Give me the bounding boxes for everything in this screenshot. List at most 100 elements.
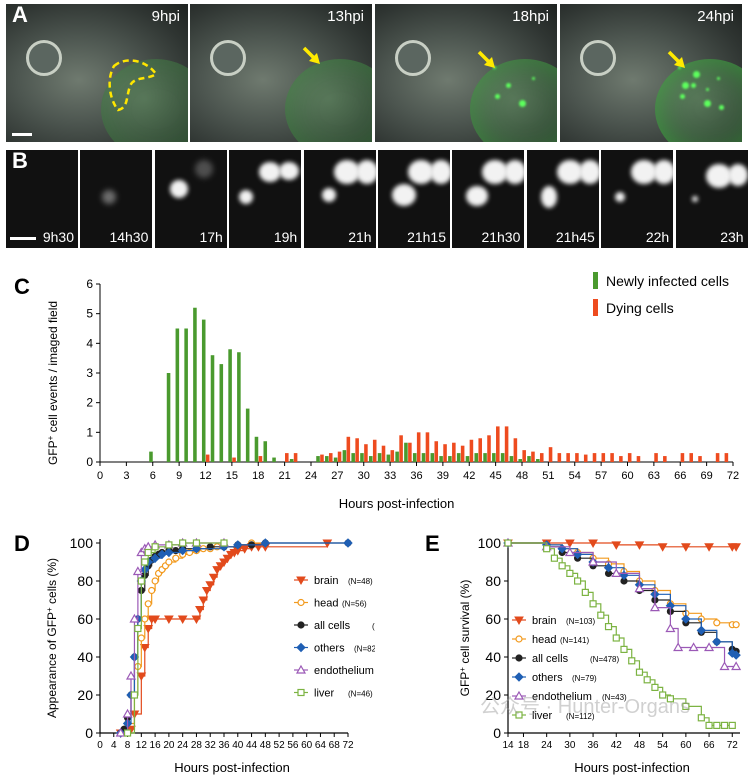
- frame-time-label: 21h45: [555, 229, 595, 245]
- bar-dying: [680, 453, 685, 462]
- watermark: 公众号 · Hunter-Organs: [480, 696, 691, 718]
- bar-dying: [469, 439, 474, 462]
- data-point: [132, 566, 143, 576]
- panel-b-frame: 21h30: [452, 150, 525, 248]
- panel-b-frame: 21h45: [526, 150, 599, 248]
- data-point: [731, 650, 741, 660]
- data-point: [130, 691, 139, 699]
- x-axis-label: Hours post-infection: [574, 760, 690, 775]
- bar-dying: [487, 435, 491, 462]
- data-point: [515, 711, 523, 719]
- data-point: [164, 615, 174, 625]
- data-point: [728, 721, 736, 729]
- data-point: [731, 543, 741, 552]
- bar-dying: [654, 453, 658, 462]
- data-point: [515, 654, 523, 662]
- data-point: [151, 577, 159, 585]
- arrow-icon: [302, 46, 320, 64]
- data-point: [635, 668, 644, 676]
- y-tick-label: 40: [77, 649, 93, 665]
- y-tick-label: 0: [85, 725, 93, 741]
- panel-b-frame: 22h: [601, 150, 674, 248]
- y-tick-label: 100: [478, 535, 502, 551]
- data-point: [634, 583, 645, 593]
- legend-count: (N=46): [348, 690, 373, 699]
- fluorescent-cell: [194, 160, 213, 178]
- fluorescent-cell: [615, 192, 626, 202]
- series-line-brain: [120, 543, 328, 734]
- data-point: [297, 688, 305, 697]
- yolk-outline: [108, 59, 158, 112]
- gfp-spot: [519, 100, 526, 107]
- legend-label: endothelium: [314, 665, 374, 677]
- x-tick-label: 0: [97, 740, 103, 751]
- fluorescent-cell: [259, 162, 282, 182]
- scale-bar: [10, 237, 36, 240]
- data-point: [543, 545, 551, 553]
- frame-time-label: 21h: [348, 229, 372, 245]
- legend-label: brain: [314, 575, 338, 587]
- data-point: [239, 545, 250, 554]
- fluorescent-cell: [578, 160, 599, 184]
- fish-eye-icon: [26, 40, 62, 76]
- data-point: [115, 727, 126, 737]
- data-point: [222, 554, 233, 564]
- y-tick-label: 6: [86, 277, 93, 291]
- bar-newly-infected: [518, 459, 522, 462]
- x-axis-label: Hours post-infection: [339, 496, 455, 511]
- fluorescent-cell: [392, 184, 416, 206]
- x-tick-label: 48: [634, 740, 646, 751]
- bar-dying: [232, 457, 236, 462]
- x-tick-label: 48: [516, 470, 528, 482]
- bar-dying: [355, 438, 359, 462]
- data-point: [143, 625, 154, 634]
- fluorescent-cell: [102, 190, 117, 204]
- bar-newly-infected: [263, 441, 268, 462]
- bar-dying: [689, 453, 693, 462]
- data-point: [704, 642, 715, 652]
- panel-a-frame: 13hpi: [190, 4, 372, 142]
- data-point: [219, 558, 229, 568]
- data-point: [150, 615, 160, 625]
- x-tick-label: 68: [329, 740, 341, 751]
- fluorescent-cell: [504, 160, 525, 184]
- data-point: [705, 721, 713, 729]
- x-tick-label: 36: [218, 740, 230, 751]
- frame-time-label: 21h15: [407, 229, 446, 245]
- bar-newly-infected: [421, 453, 426, 462]
- y-tick-label: 40: [485, 649, 501, 665]
- data-point: [253, 543, 264, 552]
- bar-newly-infected: [175, 328, 180, 462]
- bar-dying: [399, 435, 403, 462]
- bar-newly-infected: [474, 453, 479, 462]
- legend-count: (N=478): [590, 655, 619, 664]
- gfp-spot: [506, 83, 511, 88]
- bar-dying: [522, 450, 526, 462]
- bar-newly-infected: [201, 319, 206, 462]
- data-point: [581, 588, 589, 597]
- bar-newly-infected: [360, 453, 364, 462]
- data-point: [604, 622, 613, 631]
- panel-a-frame: 18hpi: [375, 4, 557, 142]
- bar-newly-infected: [166, 373, 171, 462]
- x-tick-label: 72: [342, 740, 354, 751]
- data-point: [165, 541, 173, 549]
- frame-time-label: 21h30: [481, 229, 521, 245]
- y-tick-label: 60: [77, 611, 93, 627]
- bar-newly-infected: [333, 457, 338, 462]
- bar-dying: [478, 438, 482, 462]
- legend-count: (N=79): [572, 674, 597, 683]
- fluorescent-cell: [466, 186, 489, 206]
- data-point: [589, 600, 597, 608]
- data-point: [220, 539, 228, 547]
- gfp-spot: [693, 71, 700, 78]
- gfp-spot: [704, 100, 711, 107]
- data-point: [515, 635, 523, 643]
- bar-newly-infected: [492, 453, 496, 462]
- x-tick-label: 30: [358, 470, 370, 482]
- y-tick-label: 1: [86, 425, 93, 439]
- data-point: [137, 577, 145, 585]
- data-point: [651, 683, 659, 691]
- x-tick-label: 14: [502, 740, 514, 751]
